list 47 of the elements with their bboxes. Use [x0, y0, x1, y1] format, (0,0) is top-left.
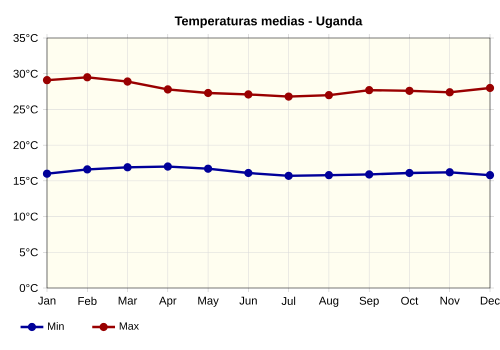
point — [42, 76, 52, 84]
y-tick-label: 20°C — [14, 141, 38, 150]
y-tick-label: 10°C — [14, 212, 38, 221]
point — [486, 84, 494, 92]
point — [83, 165, 92, 174]
legend-label: Min — [48, 322, 64, 330]
x-tick-label: Jan — [38, 296, 56, 305]
x-tick-label: Aug — [318, 296, 338, 307]
x-tick-label: Oct — [401, 296, 418, 305]
x-tick-label: Feb — [78, 296, 97, 306]
point — [164, 162, 172, 171]
y-tick-label: 30°C — [13, 70, 38, 78]
point — [164, 85, 172, 94]
point — [244, 90, 252, 99]
point — [83, 73, 92, 82]
point — [204, 88, 212, 98]
point — [365, 86, 374, 94]
point — [244, 168, 252, 178]
point — [365, 170, 374, 179]
y-tick-label: 0°C — [20, 284, 38, 292]
point — [42, 170, 52, 178]
point — [486, 171, 494, 180]
x-tick-label: Jul — [282, 296, 296, 306]
point — [204, 164, 212, 173]
x-tick-label: Nov — [440, 296, 460, 305]
x-tick-label: Sep — [360, 296, 379, 307]
y-tick-label: 35°C — [13, 34, 38, 42]
point — [284, 172, 293, 180]
x-tick-label: May — [198, 296, 219, 307]
y-tick-label: 25°C — [14, 105, 38, 114]
x-tick-label: Apr — [159, 296, 176, 307]
x-tick-label: Mar — [118, 296, 138, 305]
point — [405, 86, 414, 95]
chart-title: Temperaturas medias - Uganda — [174, 16, 362, 28]
point — [123, 77, 132, 86]
point — [284, 92, 293, 101]
point — [446, 168, 454, 176]
point — [324, 91, 334, 100]
y-tick-label: 15°C — [14, 176, 38, 185]
point — [123, 163, 132, 172]
point — [324, 171, 334, 180]
x-tick-label: Jun — [239, 296, 257, 305]
y-tick-label: 5°C — [20, 248, 38, 256]
point — [446, 88, 454, 96]
x-tick-label: Dec — [480, 296, 500, 305]
point — [405, 168, 414, 178]
legend-label: Max — [120, 322, 139, 330]
